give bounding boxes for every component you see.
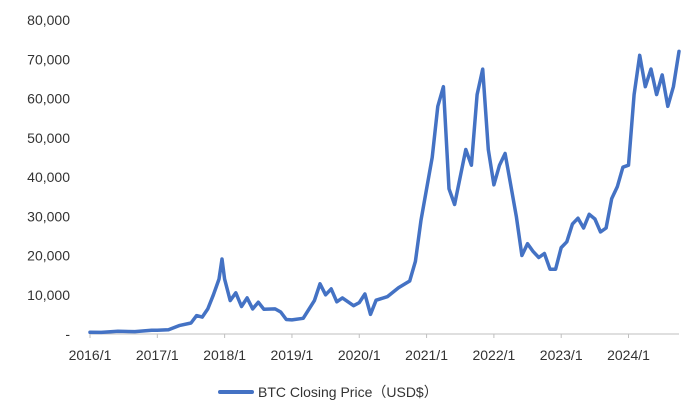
x-tick-label: 2023/1 [540,347,583,363]
x-tick-label: 2024/1 [607,347,650,363]
x-axis-ticks [89,334,630,338]
y-tick-label: 80,000 [27,12,70,28]
y-tick-label: 40,000 [27,169,70,185]
x-tick-label: 2020/1 [338,347,381,363]
x-tick-label: 2019/1 [271,347,314,363]
x-axis-labels: 2016/1 2017/1 2018/1 2019/1 2020/1 2021/1 2022… [69,347,651,363]
y-tick-label: 60,000 [27,91,70,107]
x-tick-label: 2016/1 [69,347,112,363]
y-tick-label: 10,000 [27,287,70,303]
y-tick-label: 50,000 [27,130,70,146]
x-tick-label: 2022/1 [472,347,515,363]
y-tick-label: 70,000 [27,51,70,67]
x-tick-label: 2017/1 [136,347,179,363]
legend: BTC Closing Price（USD$） [218,384,438,400]
series-line-btc-closing-price [88,49,681,335]
y-tick-label: 30,000 [27,208,70,224]
y-axis-labels: - 10,000 20,000 30,000 40,000 50,000 60,000 70,… [27,12,70,342]
x-tick-label: 2021/1 [405,347,448,363]
x-tick-label: 2018/1 [203,347,246,363]
y-tick-label: - [65,326,70,342]
y-tick-label: 20,000 [27,248,70,264]
legend-label: BTC Closing Price（USD$） [258,384,438,400]
